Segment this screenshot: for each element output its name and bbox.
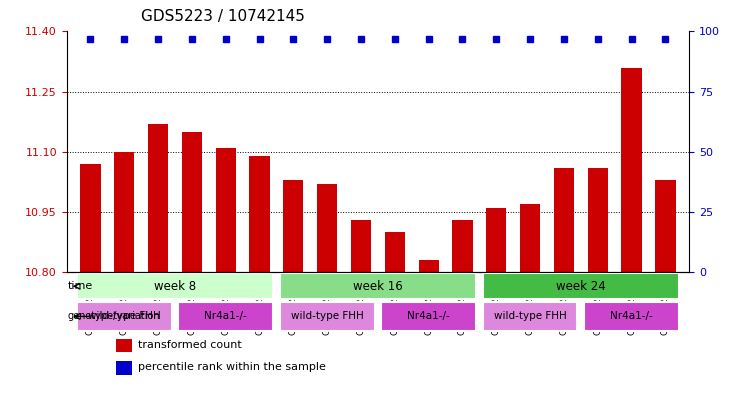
Text: Nr4a1-/-: Nr4a1-/- [205,311,247,321]
Text: week 8: week 8 [154,280,196,293]
Bar [80,164,101,272]
Bar [317,184,337,272]
Text: wild-type FHH: wild-type FHH [494,311,567,321]
Bar [182,132,202,272]
Text: percentile rank within the sample: percentile rank within the sample [139,362,326,372]
Bar [385,232,405,272]
Bar [622,68,642,272]
Bar [114,152,134,272]
FancyBboxPatch shape [584,302,679,331]
FancyBboxPatch shape [280,302,374,331]
Bar [283,180,304,272]
Text: time: time [67,281,93,291]
Bar [588,168,608,272]
FancyBboxPatch shape [483,302,577,331]
Text: transformed count: transformed count [139,340,242,350]
Bar [520,204,540,272]
Bar [452,220,473,272]
Text: genotype/variation: genotype/variation [67,311,160,321]
FancyBboxPatch shape [382,302,476,331]
Text: GDS5223 / 10742145: GDS5223 / 10742145 [142,9,305,24]
FancyBboxPatch shape [77,302,172,331]
Text: wild-type FHH: wild-type FHH [88,311,161,321]
Bar [350,220,371,272]
Bar [148,124,168,272]
Text: week 16: week 16 [353,280,403,293]
Bar [250,156,270,272]
FancyBboxPatch shape [77,274,273,299]
Bar [419,260,439,272]
Bar [655,180,676,272]
FancyBboxPatch shape [280,274,476,299]
Text: Nr4a1-/-: Nr4a1-/- [611,311,653,321]
FancyBboxPatch shape [179,302,273,331]
Text: wild-type FHH: wild-type FHH [290,311,364,321]
Bar [116,339,132,353]
Bar [216,148,236,272]
Bar [486,208,506,272]
Text: Nr4a1-/-: Nr4a1-/- [408,311,450,321]
FancyBboxPatch shape [483,274,679,299]
Text: week 24: week 24 [556,280,605,293]
Bar [554,168,574,272]
Bar [116,362,132,375]
